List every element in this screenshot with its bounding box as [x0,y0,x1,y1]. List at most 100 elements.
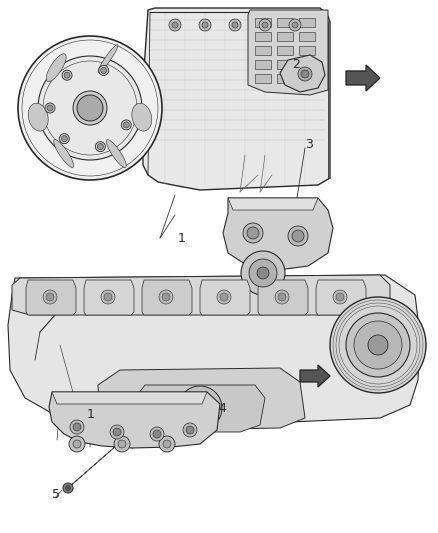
Circle shape [63,483,73,493]
Circle shape [183,423,197,437]
Circle shape [257,267,269,279]
Polygon shape [277,46,293,55]
Circle shape [61,135,67,142]
Circle shape [159,290,173,304]
Polygon shape [277,32,293,41]
Circle shape [330,297,426,393]
Polygon shape [299,46,315,55]
Circle shape [150,427,164,441]
Circle shape [159,436,175,452]
Polygon shape [299,18,315,27]
Circle shape [249,259,277,287]
Circle shape [169,19,181,31]
Polygon shape [52,392,207,404]
Polygon shape [258,280,308,315]
Polygon shape [228,198,318,210]
Circle shape [43,290,57,304]
Circle shape [178,386,222,430]
Circle shape [46,293,54,301]
Circle shape [292,22,298,28]
Circle shape [301,70,309,78]
Polygon shape [223,198,333,270]
Circle shape [288,226,308,246]
Circle shape [18,36,162,180]
Polygon shape [84,280,134,315]
Circle shape [77,95,103,121]
Polygon shape [248,10,328,95]
Polygon shape [255,74,271,83]
Circle shape [172,22,178,28]
Polygon shape [46,54,66,82]
Polygon shape [346,65,380,91]
Circle shape [97,143,103,150]
Text: 4: 4 [218,402,226,415]
Circle shape [73,91,107,125]
Polygon shape [98,45,118,72]
Polygon shape [8,275,420,425]
Circle shape [110,425,124,439]
Circle shape [123,122,129,128]
Circle shape [153,430,161,438]
Text: 1: 1 [178,232,186,245]
Circle shape [262,22,268,28]
Polygon shape [299,74,315,83]
Polygon shape [277,74,293,83]
Polygon shape [255,18,271,27]
Circle shape [292,230,304,242]
Circle shape [232,22,238,28]
Circle shape [163,440,171,448]
Polygon shape [49,392,220,448]
Circle shape [64,72,70,78]
Polygon shape [277,18,293,27]
Polygon shape [255,32,271,41]
Circle shape [45,103,55,113]
Circle shape [275,290,289,304]
Circle shape [114,436,130,452]
Circle shape [368,335,388,355]
Polygon shape [142,8,330,190]
Circle shape [259,19,271,31]
Circle shape [241,251,285,295]
Circle shape [99,66,109,75]
Polygon shape [316,280,366,315]
Circle shape [70,420,84,434]
Circle shape [220,293,228,301]
Circle shape [113,428,121,436]
Text: 1: 1 [87,408,95,421]
Circle shape [346,313,410,377]
Circle shape [354,321,402,369]
Polygon shape [12,275,390,315]
Circle shape [73,423,81,431]
Circle shape [298,67,312,81]
Polygon shape [255,60,271,69]
Circle shape [247,227,259,239]
Polygon shape [277,60,293,69]
Circle shape [69,436,85,452]
Polygon shape [255,46,271,55]
Text: 2: 2 [292,58,300,71]
Polygon shape [280,55,325,92]
Circle shape [336,293,344,301]
Circle shape [185,393,215,423]
Polygon shape [132,103,152,131]
Circle shape [95,142,106,151]
Circle shape [104,293,112,301]
Circle shape [47,105,53,111]
Text: 3: 3 [305,138,313,151]
Circle shape [162,293,170,301]
Circle shape [101,290,115,304]
Polygon shape [28,103,48,131]
Polygon shape [106,140,126,167]
Polygon shape [98,368,305,430]
Polygon shape [135,385,265,432]
Polygon shape [300,365,330,387]
Circle shape [333,290,347,304]
Circle shape [202,22,208,28]
Circle shape [121,120,131,130]
Circle shape [62,70,72,80]
Circle shape [289,19,301,31]
Circle shape [59,134,69,143]
Text: 5: 5 [52,488,60,501]
Circle shape [101,67,107,74]
Polygon shape [299,32,315,41]
